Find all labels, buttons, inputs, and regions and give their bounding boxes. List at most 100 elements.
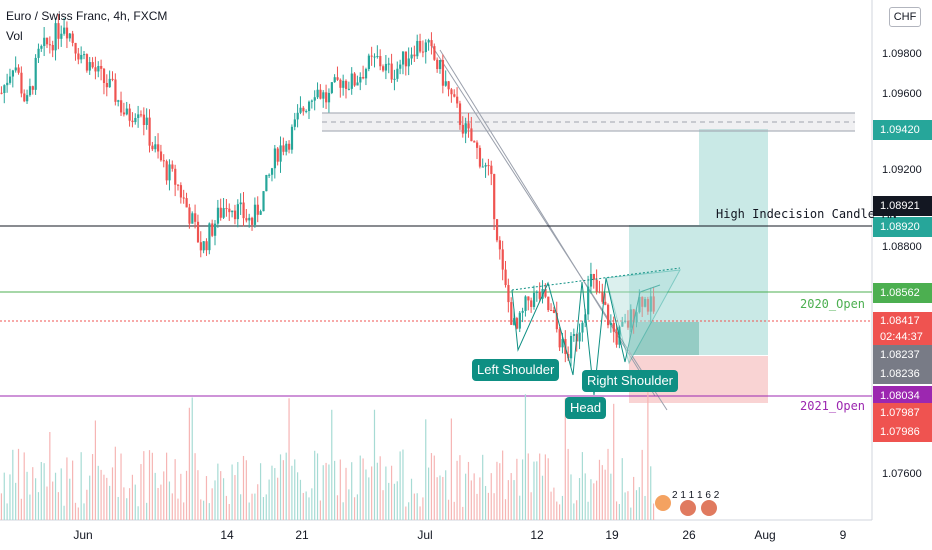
currency-button[interactable]: CHF (889, 7, 921, 27)
candle-body (108, 78, 111, 88)
candle-body (316, 89, 319, 98)
volume-bar (126, 498, 128, 520)
candle-body (478, 147, 482, 167)
time-tick: 19 (605, 528, 619, 542)
candle-body (607, 304, 610, 326)
volume-bar (536, 461, 538, 520)
volume-bar (453, 501, 455, 520)
volume-bar (80, 452, 82, 520)
candle-body (233, 210, 237, 220)
time-tick: 9 (839, 528, 847, 542)
volume-bar (527, 453, 529, 520)
candle-body (6, 82, 9, 86)
volume-label[interactable]: Vol (6, 29, 23, 43)
volume-bar (100, 469, 102, 520)
volume-bar (439, 475, 441, 520)
volume-bar (334, 460, 336, 520)
symbol-title[interactable]: Euro / Swiss Franc, 4h, FXCM (6, 9, 168, 23)
indecision-label[interactable]: High Indecision Candle MN (716, 207, 897, 221)
target-price-tag: 1.09420 (873, 120, 932, 140)
event-icon (655, 495, 671, 511)
candle-body (399, 64, 402, 69)
volume-bar (576, 500, 578, 520)
volume-bar (211, 488, 213, 520)
candle-body (214, 223, 217, 236)
volume-bar (436, 477, 438, 520)
candle-body (137, 114, 140, 118)
volume-bar (63, 505, 65, 520)
volume-bar (26, 471, 28, 520)
volume-bar (17, 448, 20, 520)
candle-body (145, 117, 148, 125)
volume-bar (146, 502, 148, 520)
candle-body (493, 174, 496, 220)
volume-bar (479, 477, 481, 520)
volume-bar (539, 453, 541, 520)
volume-bar (419, 506, 421, 520)
candle-body (487, 165, 490, 167)
volume-bar (49, 431, 51, 520)
candle-body (393, 78, 396, 80)
candle-body (552, 310, 556, 313)
candle-body (77, 53, 80, 60)
candle-body (216, 207, 220, 224)
volume-bar (185, 470, 188, 520)
event-counts[interactable]: 2 1 1 1 6 2 (672, 490, 720, 501)
candle-body (424, 42, 427, 53)
right-shoulder-label[interactable]: Right Shoulder (582, 370, 678, 392)
open-2021-label[interactable]: 2021_Open (800, 399, 866, 413)
volume-bar (222, 478, 225, 520)
volume-bar (117, 496, 119, 520)
volume-bar (34, 478, 37, 520)
candle-body (481, 166, 484, 168)
volume-bar (490, 473, 492, 520)
candle-body (270, 168, 274, 175)
open-trade-fill (629, 322, 699, 355)
candle-body (68, 33, 71, 39)
candle-body (14, 67, 17, 71)
volume-bar (473, 473, 475, 520)
candle-body (94, 67, 97, 72)
candle-body (120, 100, 123, 113)
volume-bar (371, 466, 373, 520)
candle-body (501, 249, 504, 270)
candle-body (584, 314, 587, 323)
candle-body (117, 100, 120, 102)
volume-bar (641, 449, 643, 520)
volume-bar (282, 460, 284, 520)
candle-body (85, 54, 89, 71)
candle-body (83, 54, 86, 56)
head-label[interactable]: Head (565, 397, 607, 419)
left-shoulder-label[interactable]: Left Shoulder (472, 359, 560, 381)
candle-body (484, 165, 487, 167)
candle-body (259, 211, 262, 215)
volume-bar (345, 467, 347, 520)
candle-body (518, 312, 521, 329)
volume-bar (274, 468, 276, 520)
volume-bar (413, 493, 415, 520)
candle-body (333, 77, 336, 83)
candle-body (401, 51, 405, 65)
candle-body (20, 72, 23, 94)
volume-bar (331, 409, 333, 520)
candle-body (102, 68, 106, 83)
volume-bar (265, 494, 267, 520)
volume-bar (590, 479, 592, 520)
volume-bar (52, 481, 54, 520)
volume-bar (171, 493, 173, 520)
candle-body (194, 213, 197, 222)
volume-bar (493, 493, 495, 520)
volume-bar (410, 478, 413, 520)
candle-body (222, 208, 225, 218)
volume-bar (279, 454, 282, 520)
volume-bar (530, 492, 532, 520)
volume-bar (43, 463, 45, 520)
candle-body (219, 207, 222, 218)
candle-body (444, 81, 447, 86)
indecision-tag-b: 1.08920 (873, 217, 932, 237)
open-2020-label[interactable]: 2020_Open (800, 297, 866, 311)
candle-body (296, 112, 299, 120)
candle-body (40, 46, 43, 49)
candle-body (609, 322, 613, 326)
